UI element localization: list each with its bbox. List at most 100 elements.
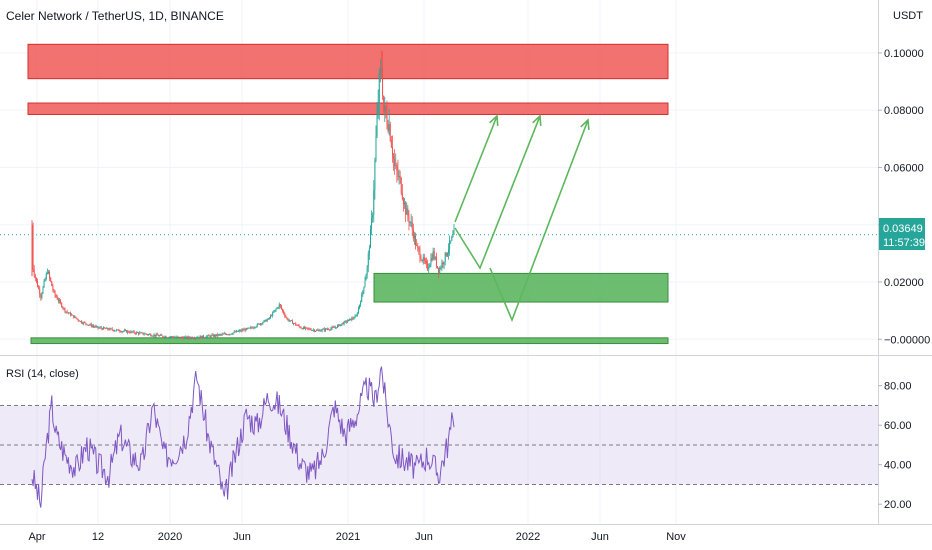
candle-body — [250, 327, 252, 329]
candle-body — [368, 248, 370, 254]
time-tick-label: Jun — [415, 531, 433, 543]
candle-body — [182, 337, 184, 338]
candle-body — [39, 288, 41, 295]
candle-body — [431, 258, 433, 260]
candle-body — [240, 330, 242, 332]
candle-body — [128, 331, 130, 333]
candle-body — [446, 253, 448, 256]
candle-body — [63, 308, 65, 309]
candle-body — [328, 329, 330, 330]
candle-body — [161, 334, 163, 336]
candle-body — [279, 304, 281, 307]
candle-body — [86, 323, 88, 325]
candle-body — [198, 337, 200, 339]
candle-body — [97, 326, 99, 328]
currency-label: USDT — [893, 10, 923, 22]
candle-body — [324, 328, 326, 331]
candle-body — [251, 327, 253, 329]
candle-body — [71, 314, 73, 316]
candle-body — [175, 337, 177, 339]
candle-body — [199, 336, 201, 338]
candle-body — [133, 331, 135, 333]
candle-body — [257, 323, 259, 325]
candle-body — [135, 332, 137, 334]
candle-body — [329, 329, 331, 331]
candle-body — [330, 328, 332, 330]
candle-body — [445, 252, 447, 256]
candle-body — [409, 222, 411, 223]
candle-body — [343, 321, 345, 325]
candle-body — [366, 266, 368, 275]
candle-body — [76, 318, 78, 320]
candle-body — [93, 325, 95, 327]
candle-body — [421, 260, 423, 262]
candle-body — [253, 327, 255, 329]
candle-body — [96, 326, 98, 328]
projection-arrowhead — [532, 114, 542, 127]
candle-body — [317, 330, 319, 331]
candle-body — [153, 334, 155, 336]
candle-body — [377, 103, 379, 115]
candle-body — [297, 325, 299, 327]
candle-body — [372, 214, 374, 219]
candle-body — [111, 328, 113, 330]
candle-body — [62, 306, 64, 309]
candle-body — [399, 176, 401, 179]
rsi-tick-label: 60.00 — [884, 420, 912, 432]
candle-body — [334, 327, 336, 329]
candle-body — [58, 300, 60, 302]
candle-body — [358, 304, 360, 309]
candle-body — [205, 337, 207, 339]
candle-body — [149, 334, 151, 335]
candle-body — [311, 330, 313, 331]
candle-body — [49, 272, 51, 278]
price-tick-label: 0.06000 — [884, 162, 924, 174]
candle-body — [320, 330, 322, 332]
candle-body — [444, 252, 446, 263]
rsi-band-fill — [0, 405, 878, 485]
candle-body — [188, 336, 190, 338]
candle-body — [102, 327, 104, 330]
candle-body — [420, 258, 422, 261]
candle-body — [222, 333, 224, 335]
candle-body — [300, 327, 302, 329]
projection-arrowhead — [580, 118, 590, 131]
candle-body — [134, 332, 136, 334]
candle-body — [237, 330, 239, 332]
candle-body — [194, 338, 196, 340]
candle-body — [100, 327, 102, 329]
candle-body — [286, 317, 288, 319]
candle-body — [364, 280, 366, 287]
candle-body — [410, 221, 412, 223]
candle-body — [427, 263, 429, 270]
candle-body — [108, 329, 110, 331]
candle-body — [36, 281, 38, 287]
candle-body — [110, 328, 112, 330]
candle-body — [51, 281, 53, 287]
candle-body — [142, 332, 144, 335]
candle-body — [379, 66, 381, 73]
candle-body — [47, 272, 49, 274]
candle-body — [416, 245, 418, 247]
candle-body — [296, 324, 298, 326]
candle-body — [115, 330, 117, 332]
candle-body — [107, 327, 109, 330]
candle-body — [365, 274, 367, 281]
candle-body — [105, 328, 107, 330]
candle-body — [162, 335, 164, 337]
candle-body — [116, 329, 118, 331]
candle-body — [69, 312, 71, 316]
candle-body — [74, 316, 76, 318]
candle-body — [307, 327, 309, 329]
candle-body — [201, 335, 203, 338]
candle-body — [367, 253, 369, 267]
candle-body — [34, 274, 36, 278]
candle-body — [275, 308, 277, 310]
time-axis[interactable]: Apr 12 2020 Jun 2021 Jun 2022 Jun Nov — [28, 531, 686, 543]
candle-body — [80, 321, 82, 323]
candle-body — [322, 328, 324, 330]
candle-body — [384, 106, 386, 111]
candle-body — [432, 251, 434, 260]
candle-body — [361, 294, 363, 303]
